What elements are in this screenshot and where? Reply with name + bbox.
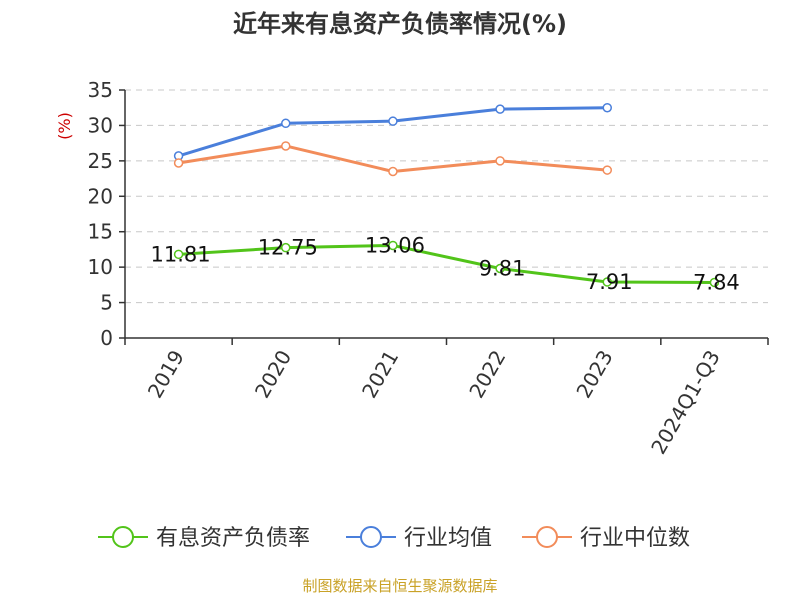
legend-label: 有息资产负债率	[156, 526, 310, 551]
data-point	[388, 166, 398, 177]
legend-label: 行业均值	[404, 526, 492, 551]
series-line	[178, 243, 715, 284]
data-label: 13.06	[365, 233, 425, 257]
legend: 有息资产负债率 行业均值 行业中位数	[98, 526, 690, 551]
x-tick-label: 2019	[143, 346, 189, 402]
data-point	[495, 156, 505, 166]
data-point	[388, 116, 398, 126]
source-note: 制图数据来自恒生聚源数据库	[302, 577, 497, 595]
y-tick-label: 15	[88, 220, 113, 244]
data-point	[602, 277, 612, 287]
y-tick-label: 20	[88, 184, 113, 208]
data-label: 9.81	[479, 256, 526, 280]
grid-lines	[125, 89, 768, 304]
data-label: 11.81	[151, 242, 211, 266]
legend-marker	[360, 526, 382, 548]
data-label: 7.84	[693, 270, 740, 294]
x-tick-label: 2023	[571, 346, 617, 402]
data-point	[173, 249, 184, 260]
axes: 0 5 10 15 20 25 30 35 2019 2020 2021 2022 2023 2024Q1…	[88, 78, 769, 458]
data-point	[495, 263, 505, 274]
data-point	[602, 102, 612, 113]
x-tick-label: 2024Q1-Q3	[646, 346, 725, 458]
x-tick-label: 2021	[357, 346, 403, 402]
y-tick-label: 30	[88, 113, 113, 137]
data-label: 7.91	[586, 270, 633, 294]
data-label: 12.75	[258, 236, 318, 260]
y-tick-label: 35	[88, 78, 113, 102]
y-axis-label: (%)	[55, 112, 74, 140]
data-point	[281, 141, 291, 151]
data-point	[173, 158, 184, 168]
legend-marker	[112, 526, 134, 548]
y-tick-label: 10	[88, 255, 113, 279]
data-point	[281, 242, 291, 253]
series-lines	[173, 102, 720, 288]
series-line	[178, 106, 608, 158]
x-tick-label: 2022	[464, 346, 510, 402]
y-tick-label: 0	[100, 326, 113, 350]
data-point	[602, 165, 612, 175]
x-tick-label: 2020	[250, 346, 296, 402]
y-tick-label: 5	[100, 291, 113, 315]
y-tick-label: 25	[88, 149, 113, 173]
chart-title: 近年来有息资产负债率情况(%)	[233, 10, 567, 38]
data-point	[281, 118, 291, 129]
data-labels: 11.81 12.75 13.06 9.81 7.91 7.84	[151, 233, 740, 294]
data-point	[495, 104, 505, 114]
legend-label: 行业中位数	[580, 526, 690, 551]
data-point	[709, 277, 720, 288]
data-point	[388, 240, 398, 251]
legend-marker	[536, 526, 558, 548]
